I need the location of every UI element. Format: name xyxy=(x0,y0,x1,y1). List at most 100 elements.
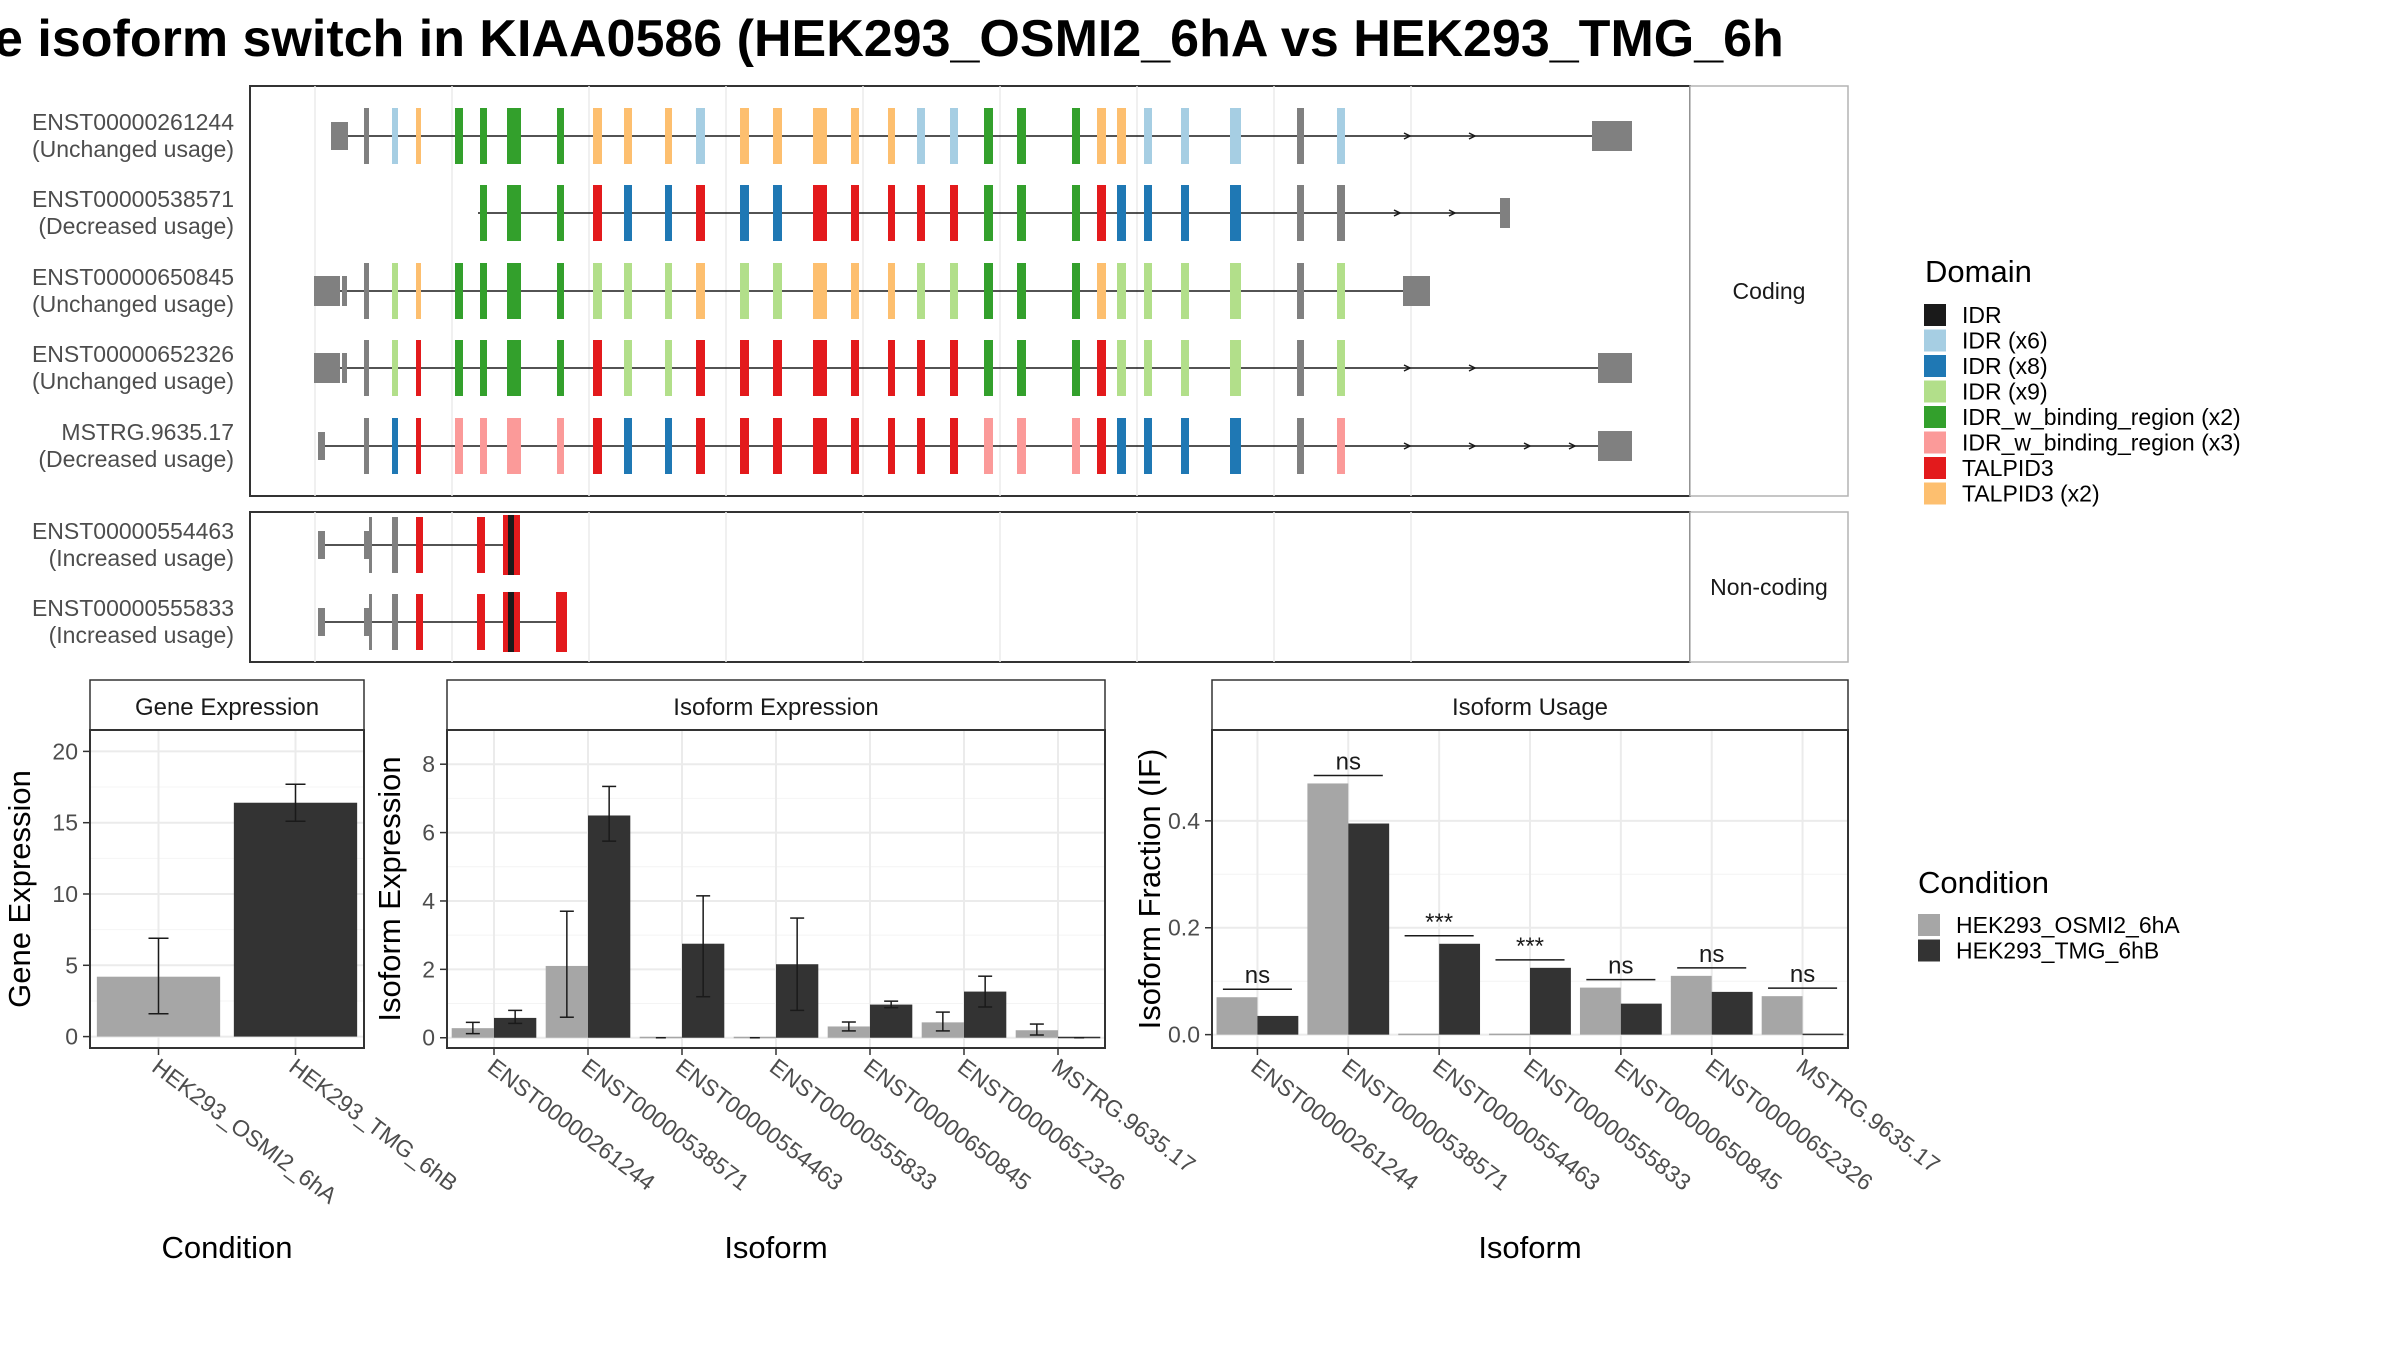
chart-border xyxy=(89,729,365,1049)
strand-arrow xyxy=(1468,132,1477,140)
exon xyxy=(556,592,567,652)
y-tick-label: 0.2 xyxy=(1168,915,1200,941)
exon xyxy=(813,418,827,474)
exon xyxy=(665,108,672,164)
exon xyxy=(369,594,372,650)
exon xyxy=(1144,263,1152,319)
exon xyxy=(1297,108,1304,164)
strand-arrow xyxy=(1403,132,1412,140)
exon xyxy=(1097,108,1106,164)
exon xyxy=(455,340,463,396)
exon xyxy=(392,108,398,164)
bar xyxy=(1257,1015,1299,1035)
significance-label: ns xyxy=(1245,962,1270,989)
transcript-usage-label: (Unchanged usage) xyxy=(32,291,234,317)
transcript-usage-label: (Unchanged usage) xyxy=(32,368,234,394)
exon xyxy=(813,263,827,319)
exon xyxy=(1337,340,1345,396)
y-tick-label: 5 xyxy=(65,952,78,978)
transcript-track xyxy=(314,263,1430,319)
bar xyxy=(1620,1003,1662,1035)
exon xyxy=(557,185,564,241)
utr-exon xyxy=(1403,276,1430,306)
y-tick-label: 2 xyxy=(422,956,435,982)
chart-title: Isoform Expression xyxy=(673,694,878,721)
exon xyxy=(1181,185,1189,241)
exon xyxy=(1072,340,1080,396)
x-tick-label: ENST00000261244 xyxy=(483,1053,660,1195)
exon xyxy=(455,263,463,319)
utr-exon xyxy=(314,276,340,306)
exon xyxy=(950,263,958,319)
significance-label: ns xyxy=(1336,748,1361,775)
exon xyxy=(1144,340,1152,396)
bar xyxy=(1579,987,1621,1035)
exon xyxy=(1117,185,1126,241)
condition-legend-label: HEK293_TMG_6hB xyxy=(1956,938,2159,964)
x-tick-label: ENST00000261244 xyxy=(1246,1053,1423,1195)
domain-legend-key xyxy=(1924,355,1946,377)
exon xyxy=(392,340,398,396)
exon xyxy=(507,263,521,319)
domain-legend-key xyxy=(1924,329,1946,352)
transcript-usage-label: (Unchanged usage) xyxy=(32,136,234,162)
exon xyxy=(507,108,521,164)
utr-exon xyxy=(1598,353,1632,383)
exon xyxy=(507,340,521,396)
domain-legend-label: IDR (x6) xyxy=(1962,328,2048,354)
bar xyxy=(1530,967,1571,1035)
exon xyxy=(1097,418,1106,474)
exon xyxy=(593,185,602,241)
exon xyxy=(950,108,958,164)
bar xyxy=(1670,975,1712,1035)
figure-title: e isoform switch in KIAA0586 (HEK293_OSM… xyxy=(0,10,1784,68)
transcript-id-label: ENST00000555833 xyxy=(32,595,234,621)
y-tick-label: 8 xyxy=(422,751,435,777)
exon xyxy=(480,108,487,164)
exon xyxy=(984,108,993,164)
x-tick-label: ENST00000652326 xyxy=(1701,1053,1878,1195)
exon xyxy=(593,418,602,474)
exon xyxy=(455,108,463,164)
domain-legend-label: IDR_w_binding_region (x2) xyxy=(1962,404,2241,430)
y-tick-label: 6 xyxy=(422,820,435,846)
expression-charts: Gene Expression05101520HEK293_OSMI2_6hAH… xyxy=(2,679,1945,1265)
exon xyxy=(696,108,705,164)
x-axis-label: Condition xyxy=(162,1230,293,1265)
transcript-usage-label: (Increased usage) xyxy=(49,545,234,571)
exon xyxy=(740,185,749,241)
utr-exon xyxy=(318,531,325,559)
utr-exon xyxy=(342,353,347,383)
x-tick-label: ENST00000538571 xyxy=(577,1053,754,1195)
transcript-id-label: ENST00000652326 xyxy=(32,341,234,367)
exon xyxy=(624,418,632,474)
transcript-id-label: ENST00000650845 xyxy=(32,264,234,290)
x-tick-label: ENST00000652326 xyxy=(953,1053,1130,1195)
exon xyxy=(696,340,705,396)
strand-arrow xyxy=(1403,364,1412,372)
exon xyxy=(557,340,564,396)
strand-arrow xyxy=(1468,364,1477,372)
utr-exon xyxy=(314,353,340,383)
exon xyxy=(1072,418,1080,474)
utr-exon xyxy=(364,608,369,636)
significance-label: ns xyxy=(1790,961,1815,988)
exon xyxy=(984,263,993,319)
exon xyxy=(1072,263,1080,319)
exon xyxy=(1097,185,1106,241)
exon xyxy=(740,263,749,319)
exon xyxy=(1181,340,1189,396)
exon xyxy=(950,185,958,241)
bar xyxy=(1802,1033,1844,1036)
exon xyxy=(1181,418,1189,474)
exon xyxy=(888,418,895,474)
utr-exon xyxy=(1598,431,1632,461)
exon xyxy=(507,418,521,474)
exon xyxy=(1072,108,1080,164)
exon xyxy=(740,108,749,164)
exon xyxy=(416,340,421,396)
exon xyxy=(1297,263,1304,319)
strand-arrow xyxy=(1448,209,1457,217)
exon xyxy=(364,418,369,474)
